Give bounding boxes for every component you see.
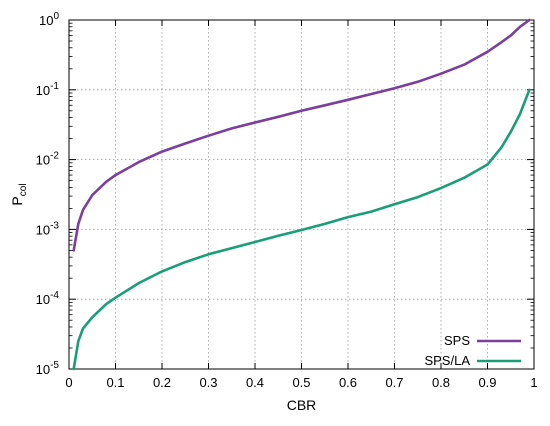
y-axis-label-sub: col <box>18 183 29 196</box>
series-line-0 <box>72 18 531 252</box>
x-tick-label: 0.5 <box>292 375 310 390</box>
axis-ticks: 0 0.1 0.2 0.3 0.4 0.5 0.6 0.7 0.8 0.9 1 10-5 10-4 10-… <box>36 11 538 390</box>
y-axis-label-base: P <box>9 196 25 205</box>
y-tick-label: 10-3 <box>36 220 60 237</box>
y-tick-label: 10-4 <box>36 290 60 307</box>
x-tick-label: 0.2 <box>153 375 171 390</box>
legend-label-0: SPS <box>444 333 470 348</box>
x-tick-label: 0.3 <box>199 375 217 390</box>
x-tick-label: 0.6 <box>339 375 357 390</box>
data-series <box>72 18 531 371</box>
x-axis-label: CBR <box>287 397 317 413</box>
x-tick-label: 0.1 <box>106 375 124 390</box>
legend: SPS SPS/LA <box>424 333 521 368</box>
x-tick-label: 0.4 <box>246 375 264 390</box>
gridlines <box>69 20 534 369</box>
x-tick-label: 0 <box>65 375 72 390</box>
y-axis-label: Pcol <box>9 183 29 205</box>
y-tick-label: 100 <box>39 11 59 28</box>
x-tick-label: 0.7 <box>385 375 403 390</box>
legend-label-1: SPS/LA <box>424 353 470 368</box>
x-tick-label: 1 <box>530 375 537 390</box>
x-tick-label: 0.8 <box>432 375 450 390</box>
y-tick-label: 10-2 <box>36 151 60 168</box>
x-tick-label: 0.9 <box>478 375 496 390</box>
y-tick-label: 10-1 <box>36 81 60 98</box>
y-tick-label: 10-5 <box>36 360 60 377</box>
series-line-1 <box>72 88 531 371</box>
